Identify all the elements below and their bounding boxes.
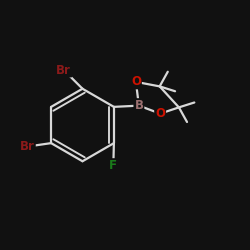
Text: O: O — [131, 76, 141, 88]
Text: Br: Br — [20, 140, 35, 153]
Text: B: B — [134, 99, 143, 112]
Text: O: O — [155, 107, 165, 120]
Text: F: F — [109, 159, 117, 172]
Text: Br: Br — [56, 64, 71, 76]
